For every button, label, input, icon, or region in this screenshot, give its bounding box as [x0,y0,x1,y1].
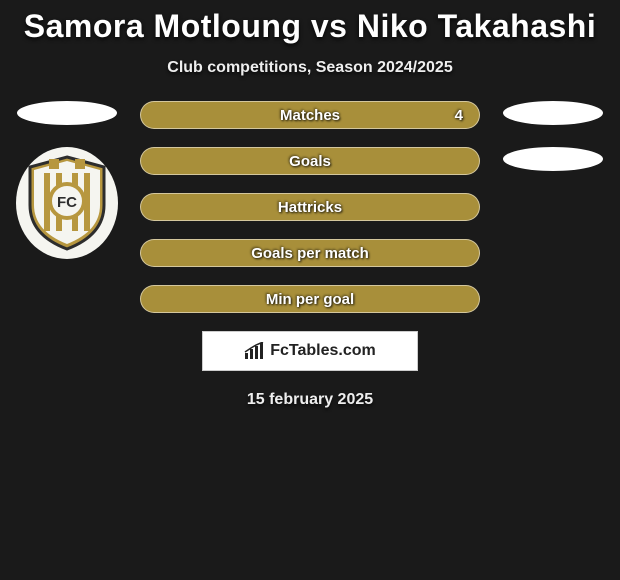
stat-row-goals: Goals [140,147,480,175]
stat-label: Min per goal [266,291,354,308]
content-row: FC Matches 4 Goals Hattricks [0,101,620,313]
shield-icon: FC [22,153,112,253]
svg-text:FC: FC [57,194,77,211]
right-player-col [498,101,608,193]
page-title: Samora Motloung vs Niko Takahashi [0,8,620,45]
branding-text: FcTables.com [270,342,376,360]
player-photo-placeholder [503,101,603,125]
stat-label: Hattricks [278,199,342,216]
stats-column: Matches 4 Goals Hattricks Goals per matc… [140,101,480,313]
player-photo-placeholder [17,101,117,125]
stat-label: Matches [280,107,340,124]
stat-label: Goals [289,153,331,170]
club-photo-placeholder [503,147,603,171]
stat-row-hattricks: Hattricks [140,193,480,221]
branding-box[interactable]: FcTables.com [202,331,418,371]
date-text: 15 february 2025 [0,391,620,409]
left-player-col: FC [12,101,122,259]
stat-row-goals-per-match: Goals per match [140,239,480,267]
bar-chart-icon [244,342,266,360]
page-subtitle: Club competitions, Season 2024/2025 [0,59,620,77]
page-container: Samora Motloung vs Niko Takahashi Club c… [0,0,620,409]
stat-value: 4 [455,107,463,124]
stat-label: Goals per match [251,245,369,262]
club-badge-left: FC [16,147,118,259]
stat-row-min-per-goal: Min per goal [140,285,480,313]
stat-row-matches: Matches 4 [140,101,480,129]
